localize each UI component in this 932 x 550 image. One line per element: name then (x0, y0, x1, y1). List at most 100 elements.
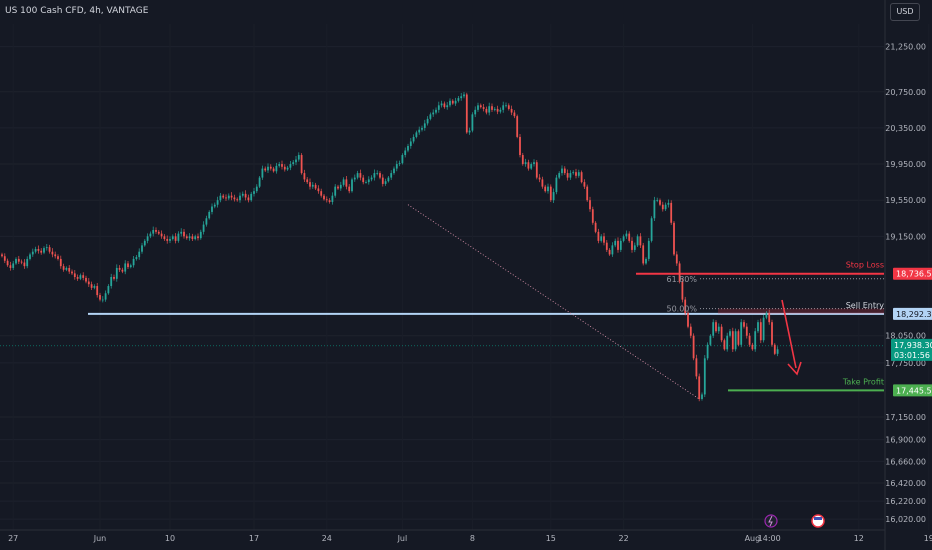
x-tick-label: Jul (397, 534, 408, 543)
candle-body (740, 322, 743, 345)
candle-body (681, 281, 684, 300)
candle-body (323, 195, 325, 200)
candle-body (20, 261, 23, 263)
candle-body (482, 107, 485, 109)
candle-body (689, 326, 692, 336)
candle-body (79, 275, 82, 279)
candle-body (295, 159, 297, 163)
candle-body (521, 155, 524, 165)
candle-body (110, 277, 113, 287)
candle-body (474, 109, 477, 115)
candle-body (373, 173, 376, 178)
candle-body (432, 112, 435, 115)
candle-body (118, 267, 121, 270)
candle-body (370, 177, 373, 180)
candle-body (278, 164, 281, 166)
candle-body (334, 186, 337, 196)
y-tick-label: 19,950.00 (885, 160, 926, 169)
candle-body (496, 108, 499, 112)
candle-body (129, 265, 132, 268)
candle-body (477, 105, 479, 110)
candle-body (502, 105, 505, 110)
price-axis: 21,250.00 20,750.00 20,350.00 19,950.00 19,5… (884, 0, 932, 550)
sell-zone-box (718, 308, 884, 314)
candle-body (381, 177, 384, 184)
candle-body (589, 200, 591, 210)
candle-body (398, 163, 401, 165)
candle-body (342, 179, 345, 185)
candle-body (628, 233, 631, 241)
candle-body (471, 114, 474, 131)
candle-body (393, 168, 395, 174)
candle-body (580, 172, 583, 183)
candle-body (239, 195, 241, 201)
candle-body (113, 277, 115, 279)
candle-body (255, 186, 258, 192)
candle-body (17, 258, 20, 262)
candle-body (267, 166, 269, 171)
candle-body (208, 211, 211, 219)
candle-body (177, 233, 180, 241)
candle-body (530, 164, 533, 169)
candle-body (745, 326, 748, 336)
candle-body (642, 245, 645, 264)
candle-body (698, 376, 701, 399)
sell-arrow-shaft (781, 299, 797, 369)
fib-trend-line (407, 204, 700, 400)
candle-body (583, 182, 586, 187)
us-flag-event-icon[interactable] (811, 514, 825, 528)
candle-body (62, 266, 65, 270)
candle-body (351, 179, 353, 192)
candle-body (617, 240, 619, 250)
candle-body (115, 267, 118, 279)
candle-body (463, 94, 465, 97)
candle-body (247, 197, 250, 201)
candle-body (376, 173, 379, 174)
candle-body (283, 166, 286, 170)
candle-body (645, 258, 647, 264)
candle-body (225, 197, 227, 199)
candle-body (155, 230, 157, 232)
candle-body (76, 277, 79, 279)
candle-body (505, 105, 507, 107)
currency-button[interactable]: USD (890, 3, 920, 21)
candle-body (45, 247, 48, 249)
candle-body (183, 231, 185, 237)
candle-body (387, 177, 390, 182)
x-time-label: 14:00 (758, 534, 781, 543)
us-flag-glyph-icon (814, 517, 822, 520)
x-tick-label: 19 (924, 534, 932, 543)
candle-body (157, 231, 160, 234)
stop-loss-label: Stop Loss (846, 261, 884, 270)
candle-body (37, 248, 40, 251)
candle-body (762, 317, 765, 341)
candle-body (734, 331, 737, 350)
candle-body (152, 230, 155, 234)
candle-body (485, 108, 488, 113)
candle-body (12, 263, 15, 268)
x-tick-label: 17 (249, 534, 259, 543)
candle-body (124, 263, 127, 272)
candle-body (673, 222, 675, 255)
candle-body (519, 136, 521, 156)
candle-body (513, 112, 516, 117)
x-tick-label: 27 (8, 534, 18, 543)
candle-body (353, 177, 356, 180)
candle-body (303, 173, 306, 180)
candle-body (479, 105, 482, 108)
candle-body (180, 231, 183, 234)
y-tick-label: 17,750.00 (885, 359, 926, 368)
candle-body (510, 108, 513, 113)
y-tick-label: 16,220.00 (885, 497, 926, 506)
candle-body (233, 197, 236, 200)
candle-body (104, 293, 107, 300)
candle-body (85, 277, 87, 282)
y-tick-label: 19,550.00 (885, 196, 926, 205)
x-tick-label: Aug (745, 534, 761, 543)
candle-body (68, 267, 71, 272)
stop-loss-price-tag-bg (893, 267, 932, 280)
lightning-event-icon[interactable] (764, 514, 778, 528)
candle-body (661, 204, 664, 210)
candle-body (415, 132, 418, 137)
